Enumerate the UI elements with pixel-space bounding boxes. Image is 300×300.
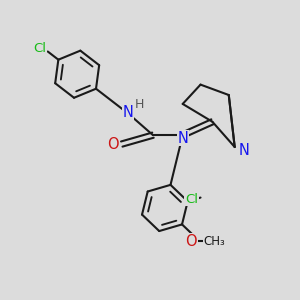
Text: Cl: Cl (33, 42, 46, 55)
Text: H: H (135, 98, 144, 111)
Text: N: N (178, 130, 189, 146)
Text: N: N (122, 105, 133, 120)
Text: N: N (239, 142, 250, 158)
Text: CH₃: CH₃ (203, 235, 225, 248)
Text: O: O (185, 234, 197, 249)
Text: O: O (107, 136, 119, 152)
Text: Cl: Cl (185, 193, 198, 206)
